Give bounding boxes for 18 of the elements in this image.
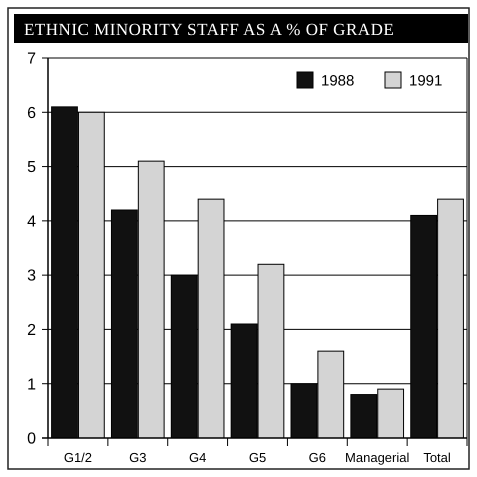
x-tick-label: Managerial <box>345 450 410 465</box>
y-tick-label: 2 <box>27 322 36 340</box>
y-tick-label: 5 <box>27 159 36 176</box>
x-tick-label: G3 <box>129 450 146 465</box>
x-tick-label: G5 <box>248 450 266 465</box>
x-tick-label: G6 <box>308 450 326 465</box>
x-tick-label: Total <box>423 450 451 465</box>
y-tick-label: 0 <box>27 430 36 448</box>
y-tick-label: 1 <box>27 376 36 394</box>
legend-label: 1988 <box>321 72 354 90</box>
x-tick-label: G4 <box>188 450 206 465</box>
chart-title: ETHNIC MINORITY STAFF AS A % OF GRADE <box>24 20 394 39</box>
y-tick-label: 4 <box>27 213 36 230</box>
x-tick-label: G1/2 <box>64 450 92 465</box>
y-tick-label: 3 <box>27 268 36 285</box>
legend-label: 1991 <box>409 72 442 90</box>
y-tick-label: 6 <box>27 104 36 122</box>
y-tick-label: 7 <box>27 50 36 68</box>
